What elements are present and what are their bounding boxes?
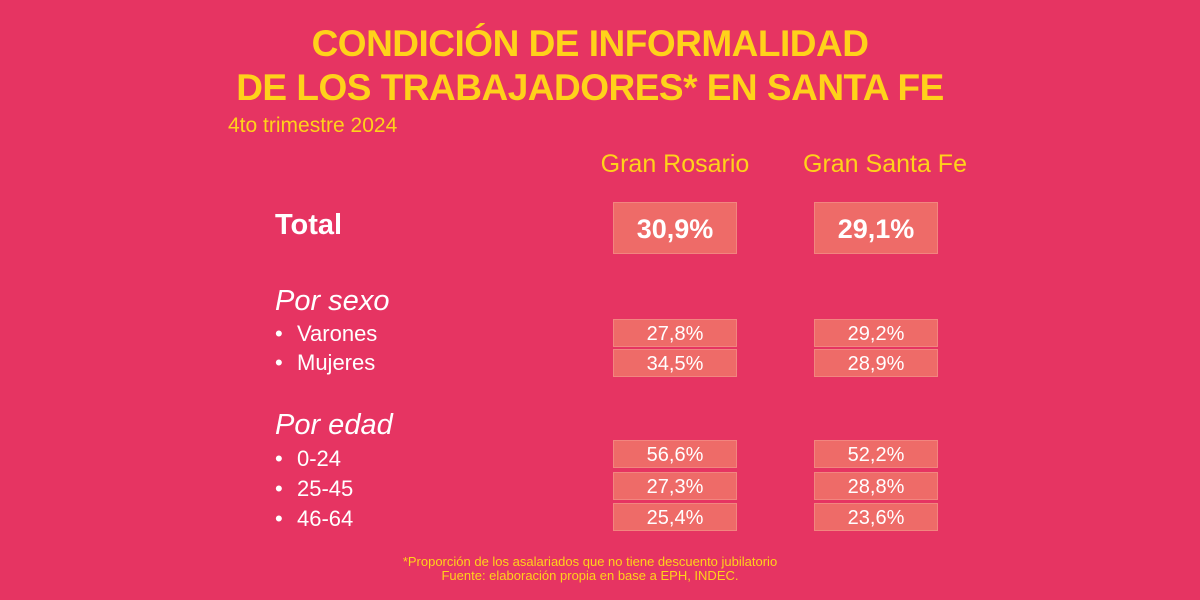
value-cell-25-45-gran-santa-fe: 28,8% [814,472,938,500]
value-cell-mujeres-gran-santa-fe: 28,9% [814,349,938,377]
value-cell-varones-gran-santa-fe: 29,2% [814,319,938,347]
value-cell-46-64-gran-santa-fe: 23,6% [814,503,938,531]
row-label-text: Varones [297,321,378,346]
bullet-icon: • [275,321,283,346]
row-label-text: Mujeres [297,350,376,375]
row-label-text: 46-64 [297,506,354,531]
value-cell-varones-gran-rosario: 27,8% [613,319,737,347]
row-label-text: 25-45 [297,476,354,501]
row-label-0-24: • 0-24 [275,446,341,472]
bullet-icon: • [275,350,283,375]
footnote: *Proporción de los asalariados que no ti… [402,554,778,569]
bullet-icon: • [275,476,283,501]
chart-title-line-2: DE LOS TRABAJADORES* EN SANTA FE [236,67,944,108]
row-label-total: Total [275,209,343,241]
row-label-mujeres: • Mujeres [275,350,375,376]
row-label-varones: • Varones [275,321,377,347]
value-cell-46-64-gran-rosario: 25,4% [613,503,737,531]
value-cell-25-45-gran-rosario: 27,3% [613,472,737,500]
column-header-gran-santa-fe: Gran Santa Fe [803,150,967,178]
column-header-gran-rosario: Gran Rosario [600,150,750,178]
row-label-text: 0-24 [297,446,342,471]
row-label-46-64: • 46-64 [275,506,353,532]
chart-subtitle: 4to trimestre 2024 [228,114,398,137]
section-title-sexo: Por sexo [275,285,390,317]
value-cell-0-24-gran-rosario: 56,6% [613,440,737,468]
value-cell-total-gran-santa-fe: 29,1% [814,202,938,254]
value-cell-total-gran-rosario: 30,9% [613,202,737,254]
source-note: Fuente: elaboración propia en base a EPH… [441,568,739,583]
chart-title-line-1: CONDICIÓN DE INFORMALIDAD [311,23,869,64]
value-cell-mujeres-gran-rosario: 34,5% [613,349,737,377]
row-label-25-45: • 25-45 [275,476,353,502]
value-cell-0-24-gran-santa-fe: 52,2% [814,440,938,468]
section-title-edad: Por edad [275,409,393,441]
bullet-icon: • [275,446,283,471]
bullet-icon: • [275,506,283,531]
